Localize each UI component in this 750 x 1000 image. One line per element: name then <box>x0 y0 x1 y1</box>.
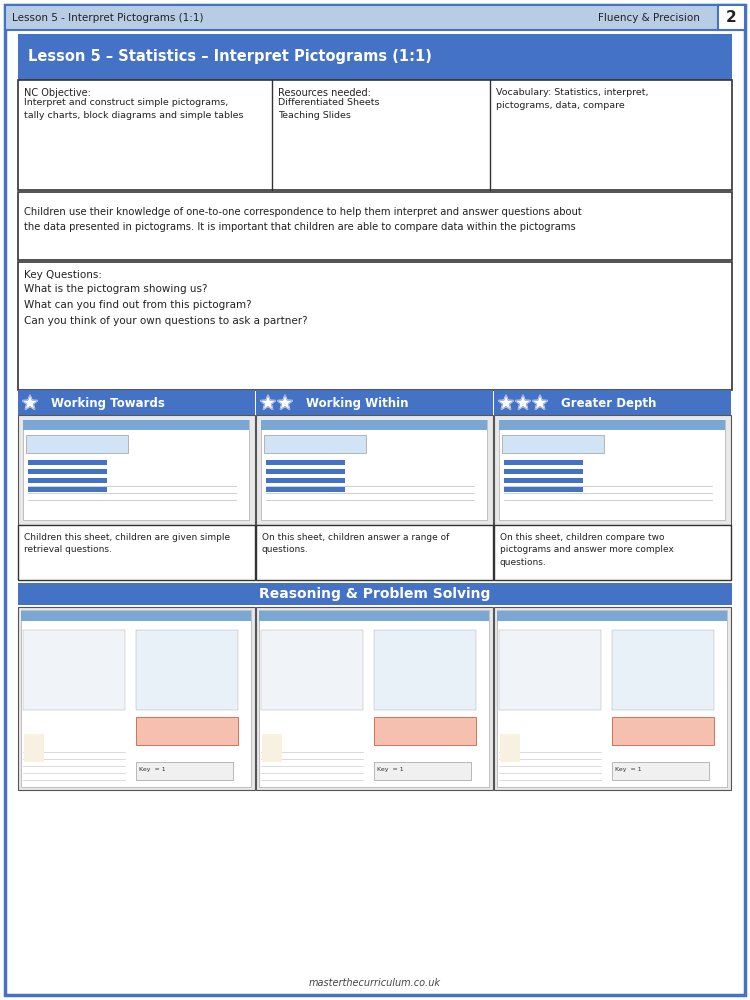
Bar <box>494 525 731 580</box>
Text: Key  = 1: Key = 1 <box>377 768 404 772</box>
Bar <box>494 415 731 525</box>
Bar <box>18 390 255 415</box>
Bar <box>23 420 249 520</box>
Bar <box>502 435 604 453</box>
Text: Key  = 1: Key = 1 <box>615 768 641 772</box>
Bar <box>28 469 107 474</box>
Bar <box>261 420 487 430</box>
Text: Lesson 5 – Statistics – Interpret Pictograms (1:1): Lesson 5 – Statistics – Interpret Pictog… <box>28 49 432 64</box>
Bar <box>504 487 583 492</box>
Text: On this sheet, children compare two
pictograms and answer more complex
questions: On this sheet, children compare two pict… <box>500 533 674 567</box>
Bar <box>499 630 601 710</box>
Text: Differentiated Sheets
Teaching Slides: Differentiated Sheets Teaching Slides <box>278 98 380 119</box>
Text: Interpret and construct simple pictograms,
tally charts, block diagrams and simp: Interpret and construct simple pictogram… <box>24 98 244 119</box>
Bar <box>28 478 107 483</box>
Bar <box>256 607 493 790</box>
Bar <box>504 469 583 474</box>
Text: What is the pictogram showing us?: What is the pictogram showing us? <box>24 284 208 294</box>
Text: Working Towards: Working Towards <box>51 396 165 410</box>
Bar <box>259 610 489 787</box>
Bar <box>21 611 251 621</box>
Text: Can you think of your own questions to ask a partner?: Can you think of your own questions to a… <box>24 316 308 326</box>
Bar <box>28 487 107 492</box>
Bar <box>136 630 238 710</box>
Polygon shape <box>278 395 292 409</box>
Bar <box>18 583 732 605</box>
Text: masterthecurriculum.co.uk: masterthecurriculum.co.uk <box>309 978 441 988</box>
Bar <box>612 630 714 710</box>
Bar <box>5 5 745 30</box>
Bar <box>261 420 487 520</box>
Bar <box>18 34 732 80</box>
Bar <box>259 611 489 621</box>
Text: Children use their knowledge of one-to-one correspondence to help them interpret: Children use their knowledge of one-to-o… <box>24 207 582 232</box>
Bar <box>266 460 345 465</box>
Bar <box>256 525 493 580</box>
Bar <box>499 420 725 430</box>
Text: Greater Depth: Greater Depth <box>561 396 656 410</box>
Bar <box>262 734 282 762</box>
Bar <box>374 717 476 745</box>
Bar <box>612 762 710 780</box>
Bar <box>256 415 493 525</box>
Polygon shape <box>532 395 548 409</box>
Polygon shape <box>260 395 275 409</box>
Bar <box>261 630 363 710</box>
Bar <box>264 435 366 453</box>
Text: Key  = 1: Key = 1 <box>139 768 166 772</box>
Bar <box>136 717 238 745</box>
Bar <box>500 734 520 762</box>
Bar <box>499 420 725 520</box>
Text: Fluency & Precision: Fluency & Precision <box>598 13 700 23</box>
Bar <box>494 390 731 415</box>
Text: Lesson 5 - Interpret Pictograms (1:1): Lesson 5 - Interpret Pictograms (1:1) <box>12 13 203 23</box>
Bar <box>23 630 124 710</box>
Text: Children this sheet, children are given simple
retrieval questions.: Children this sheet, children are given … <box>24 533 230 554</box>
Text: Vocabulary: Statistics, interpret,
pictograms, data, compare: Vocabulary: Statistics, interpret, picto… <box>496 88 649 109</box>
Text: Resources needed:: Resources needed: <box>278 88 370 98</box>
Text: 2: 2 <box>725 10 736 25</box>
Bar <box>497 611 727 621</box>
Bar <box>256 390 493 415</box>
Bar <box>24 734 44 762</box>
Bar <box>18 80 732 190</box>
Text: Key Questions:: Key Questions: <box>24 270 102 280</box>
Text: What can you find out from this pictogram?: What can you find out from this pictogra… <box>24 300 251 310</box>
Bar <box>18 192 732 260</box>
Bar <box>18 262 732 390</box>
Bar <box>494 607 731 790</box>
Bar <box>504 478 583 483</box>
Bar <box>18 415 255 525</box>
Bar <box>28 460 107 465</box>
Bar <box>266 487 345 492</box>
Bar <box>18 607 255 790</box>
Text: Reasoning & Problem Solving: Reasoning & Problem Solving <box>260 587 490 601</box>
Bar <box>266 469 345 474</box>
Bar <box>21 610 251 787</box>
Bar <box>26 435 128 453</box>
Polygon shape <box>499 395 514 409</box>
Text: Working Within: Working Within <box>306 396 409 410</box>
Polygon shape <box>22 395 38 409</box>
Bar <box>266 478 345 483</box>
Bar <box>504 460 583 465</box>
Bar <box>18 525 255 580</box>
Bar <box>374 630 476 710</box>
Bar <box>718 5 745 30</box>
Bar <box>23 420 249 430</box>
Bar <box>612 717 714 745</box>
Bar <box>374 762 471 780</box>
Text: NC Objective:: NC Objective: <box>24 88 91 98</box>
Polygon shape <box>515 395 530 409</box>
Bar <box>136 762 233 780</box>
Text: On this sheet, children answer a range of
questions.: On this sheet, children answer a range o… <box>262 533 449 554</box>
Bar <box>497 610 727 787</box>
